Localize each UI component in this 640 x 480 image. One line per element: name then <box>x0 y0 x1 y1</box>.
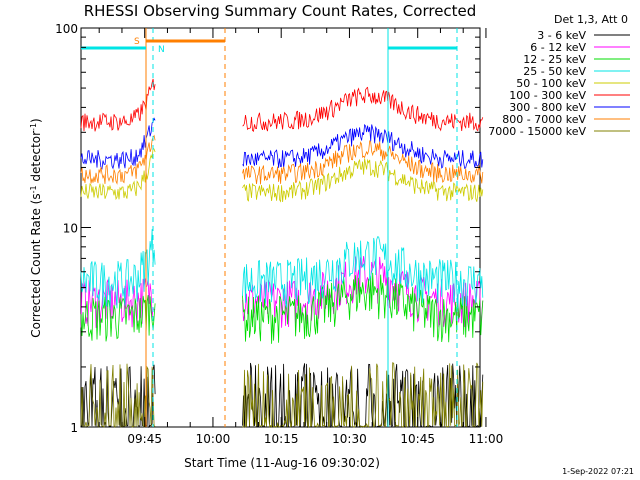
y-tick-label-2: 1 <box>70 421 78 435</box>
legend-title: Det 1,3, Att 0 <box>554 13 628 26</box>
y-axis-label-a: Corrected Count Rate (s <box>29 193 43 337</box>
y-axis-label-sup2: -1 <box>29 123 38 131</box>
legend-label-4: 25 - 50 keV <box>523 65 586 78</box>
legend-label-1: 3 - 6 keV <box>537 29 586 42</box>
x-tick-label-1: 10:00 <box>196 432 231 446</box>
series-line-5 <box>80 147 484 203</box>
legend-label-7: 300 - 800 keV <box>509 101 586 114</box>
series-line-9 <box>80 362 484 429</box>
series-line-2 <box>80 256 484 328</box>
legend-label-5: 50 - 100 keV <box>516 77 586 90</box>
annotation-n: N <box>158 45 165 55</box>
series-line-6 <box>80 78 484 132</box>
chart-title: RHESSI Observing Summary Count Rates, Co… <box>84 2 477 20</box>
y-axis-label-c: ) <box>29 118 43 123</box>
y-axis-label-sup: -1 <box>29 185 38 193</box>
legend-label-2: 6 - 12 keV <box>530 41 586 54</box>
tick-layer: 09:45 10:00 10:15 10:30 10:45 11:00 100 10 1 <box>55 22 503 446</box>
legend-label-3: 12 - 25 keV <box>523 53 586 66</box>
marker-layer: SN <box>81 28 458 427</box>
series-line-8 <box>80 134 484 185</box>
series-line-3 <box>80 272 484 344</box>
y-tick-label-1: 10 <box>63 222 78 236</box>
x-tick-label-3: 10:30 <box>332 432 367 446</box>
x-tick-label-2: 10:15 <box>264 432 299 446</box>
series-line-4 <box>80 229 484 309</box>
series-line-7 <box>80 117 484 170</box>
legend-label-8: 800 - 7000 keV <box>502 113 586 126</box>
y-axis-label-b: detector <box>29 131 43 186</box>
x-tick-label-0: 09:45 <box>127 432 162 446</box>
annotation-s: S <box>134 37 140 47</box>
x-axis-label: Start Time (11-Aug-16 09:30:02) <box>184 456 380 470</box>
series-layer <box>80 78 484 429</box>
y-axis-label: Corrected Count Rate (s-1 detector-1) <box>29 118 43 337</box>
footer-date: 1-Sep-2022 07:21 <box>562 467 634 476</box>
x-tick-label-4: 10:45 <box>400 432 435 446</box>
y-tick-label-0: 100 <box>55 22 78 36</box>
legend-label-6: 100 - 300 keV <box>509 89 586 102</box>
x-tick-label-5: 11:00 <box>469 432 504 446</box>
legend-label-9: 7000 - 15000 keV <box>488 125 586 138</box>
